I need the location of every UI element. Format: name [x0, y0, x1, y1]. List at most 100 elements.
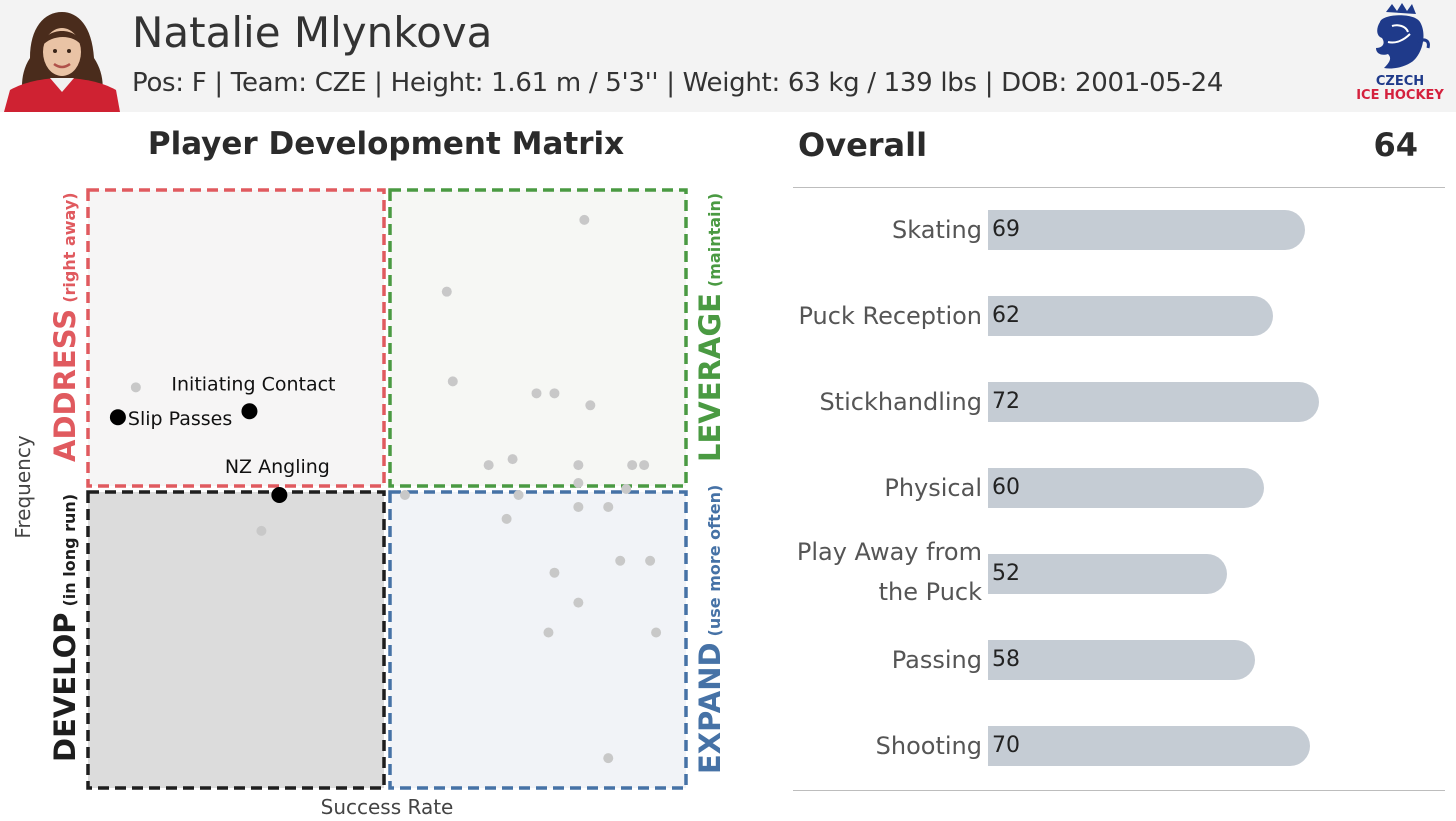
bar-label: Play Away from the Puck: [790, 532, 982, 612]
highlighted-point-1: [241, 403, 258, 420]
overall-label: Overall: [798, 126, 928, 164]
scatter-point-25: [651, 627, 662, 638]
scatter-point-3: [441, 286, 452, 297]
quadrant-label-develop: DEVELOP (in long run): [48, 494, 82, 762]
scatter-point-16: [513, 489, 524, 500]
scatter-point-26: [603, 753, 614, 764]
player-header: Natalie Mlynkova Pos: F | Team: CZE | He…: [0, 0, 1456, 112]
bar-value: 72: [992, 389, 1020, 414]
bar-label: Puck Reception: [790, 296, 982, 336]
scatter-point-9: [507, 454, 518, 465]
bar-label: Physical: [790, 468, 982, 508]
bar-value: 58: [992, 647, 1020, 672]
highlighted-point-0: [109, 409, 126, 426]
scatter-point-11: [573, 478, 584, 489]
bar-label-line: Passing: [891, 646, 982, 674]
scatter-point-13: [627, 460, 638, 471]
matrix-title: Player Development Matrix: [147, 126, 625, 162]
bar: [988, 640, 1255, 680]
bar-label-line: Play Away from: [796, 538, 982, 566]
bar-row: Skating 69: [790, 202, 1450, 258]
scatter-point-14: [639, 460, 650, 471]
czech-ice-hockey-logo: CZECH ICE HOCKEY: [1352, 2, 1448, 106]
bar-label: Shooting: [790, 726, 982, 766]
quadrant-address: [86, 188, 386, 488]
quadrant-label-expand: EXPAND (use more often): [693, 485, 727, 774]
bar-label-line: Shooting: [875, 732, 982, 760]
bar-row: Shooting 70: [790, 718, 1450, 774]
bar: [988, 382, 1320, 422]
highlighted-point-label-1: Initiating Contact: [171, 373, 335, 395]
scatter-point-15: [399, 489, 410, 500]
bar-value: 62: [992, 303, 1020, 328]
bar-value: 69: [992, 217, 1020, 242]
quadrant-note-expand: (use more often): [705, 485, 724, 637]
bar: [988, 554, 1228, 594]
quadrant-title-expand: EXPAND: [693, 642, 727, 774]
bar-label: Skating: [790, 210, 982, 250]
overall-value: 64: [1373, 126, 1418, 164]
bar-label: Passing: [790, 640, 982, 680]
bar-value: 60: [992, 475, 1020, 500]
player-info: Pos: F | Team: CZE | Height: 1.61 m / 5'…: [132, 68, 1224, 98]
lion-crest-icon: [1376, 3, 1430, 69]
quadrant-note-develop: (in long run): [60, 494, 79, 607]
bar-label-line: Puck Reception: [798, 302, 982, 330]
bottom-divider: [793, 790, 1445, 791]
scatter-point-1: [256, 525, 267, 536]
scatter-point-10: [573, 460, 584, 471]
development-matrix: ADDRESS (right away) DEVELOP (in long run) L…: [11, 188, 727, 819]
logo-text-line1: CZECH: [1375, 74, 1425, 89]
bar-row: Physical 60: [790, 460, 1450, 516]
quadrant-title-address: ADDRESS: [48, 309, 82, 462]
bar-label-line: Skating: [892, 216, 982, 244]
scatter-point-22: [645, 555, 656, 566]
scatter-point-24: [543, 627, 554, 638]
y-axis-label: Frequency: [11, 435, 35, 538]
scatter-point-0: [130, 382, 141, 393]
quadrant-title-leverage: LEVERAGE: [693, 293, 727, 462]
scatter-point-4: [447, 376, 458, 387]
highlighted-point-label-0: Slip Passes: [128, 408, 232, 430]
bar-row: Stickhandling 72: [790, 374, 1450, 430]
quadrant-label-address: ADDRESS (right away): [48, 192, 82, 462]
quadrant-note-address: (right away): [60, 192, 79, 302]
highlighted-point-2: [271, 486, 288, 503]
scatter-point-19: [603, 501, 614, 512]
bar: [988, 296, 1274, 336]
bar-label-line: the Puck: [878, 578, 982, 606]
quadrant-develop: [86, 490, 386, 790]
scatter-point-8: [483, 460, 494, 471]
player-name: Natalie Mlynkova: [132, 8, 493, 57]
x-axis-label: Success Rate: [321, 795, 454, 819]
top-divider: [793, 187, 1445, 188]
highlighted-point-label-2: NZ Angling: [225, 456, 330, 478]
bar-row: Play Away from the Puck 52: [790, 538, 1450, 606]
quadrant-title-develop: DEVELOP: [48, 613, 82, 763]
scatter-point-20: [549, 567, 560, 578]
quadrant-expand: [388, 490, 688, 790]
scatter-point-12: [621, 484, 632, 494]
scatter-point-23: [573, 597, 584, 608]
player-photo: [4, 6, 120, 112]
scatter-point-7: [585, 400, 596, 411]
scatter-point-5: [531, 388, 542, 399]
bar-row: Puck Reception 62: [790, 288, 1450, 344]
scatter-point-6: [549, 388, 560, 399]
quadrant-leverage: [388, 188, 688, 488]
bar-value: 52: [992, 561, 1020, 586]
scatter-point-21: [615, 555, 626, 566]
bar: [988, 468, 1264, 508]
bar: [988, 726, 1310, 766]
bar-label-line: Physical: [884, 474, 982, 502]
quadrant-label-leverage: LEVERAGE (maintain): [693, 193, 727, 462]
scatter-point-17: [501, 513, 512, 524]
logo-text-line2: ICE HOCKEY: [1356, 88, 1444, 103]
bar-label-line: Stickhandling: [819, 388, 982, 416]
scatter-point-18: [573, 501, 584, 512]
scatter-point-2: [579, 214, 590, 225]
quadrant-note-leverage: (maintain): [705, 193, 724, 287]
bar-value: 70: [992, 733, 1020, 758]
bar: [988, 210, 1306, 250]
bar-row: Passing 58: [790, 632, 1450, 688]
